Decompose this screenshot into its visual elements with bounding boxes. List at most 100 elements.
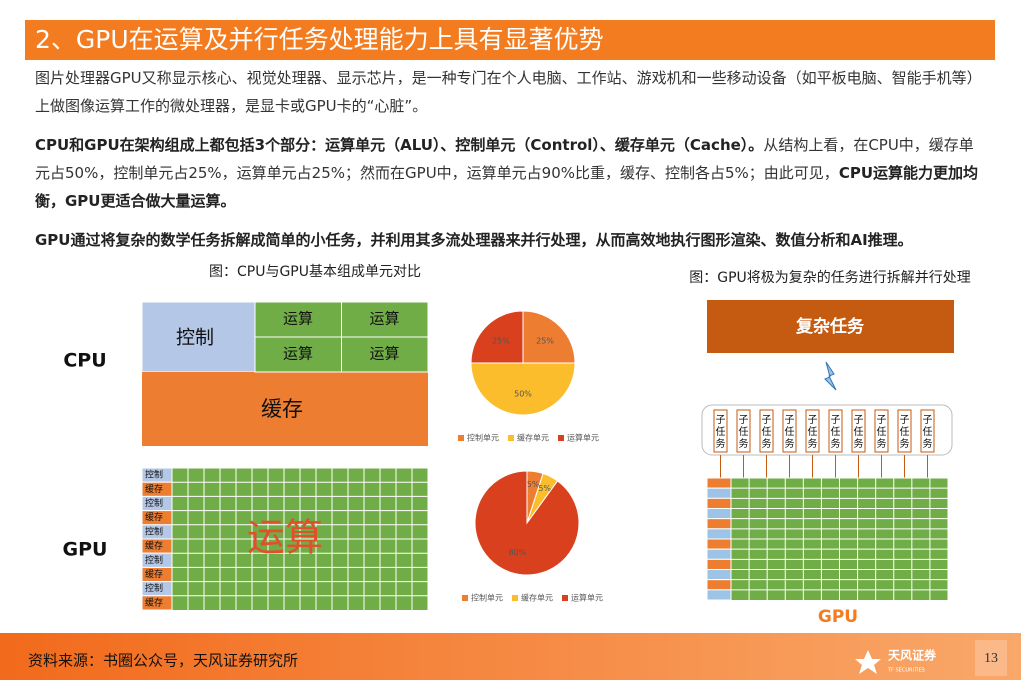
gpu-alu-label: 运算 <box>247 516 323 560</box>
gpu-unit <box>706 569 732 581</box>
gpu-unit-label: 缓存 <box>145 568 163 580</box>
task-box <box>707 300 954 353</box>
cpu-control <box>141 301 256 373</box>
subtask-box <box>759 409 774 453</box>
text-run: 图片处理器GPU又称显示核心、视觉处理器、显示芯片，是一种专门在个人电脑、工作站… <box>35 69 982 115</box>
cpu-alu <box>341 336 429 373</box>
gpu-label: GPU <box>818 607 858 627</box>
gpu-unit-label: 控制 <box>145 497 163 509</box>
pie-label: 80% <box>508 548 526 557</box>
logo-sub: TF SECURITIES <box>887 668 925 674</box>
gpu-unit <box>706 579 732 591</box>
subtask-char: 子 <box>923 414 933 426</box>
title-bar <box>25 20 995 60</box>
subtask-box <box>736 409 751 453</box>
cpu-alu-label: 运算 <box>283 310 313 328</box>
pie-slice <box>470 310 524 364</box>
footer-bar <box>0 633 1021 680</box>
text-run: 从结构上看，在CPU中，缓存单元占50%，控制单元占25%，运算单元占25%；然… <box>35 136 974 182</box>
subtask-char: 务 <box>716 437 726 450</box>
paragraph: 图片处理器GPU又称显示核心、视觉处理器、显示芯片，是一种专门在个人电脑、工作站… <box>35 64 987 120</box>
subtask-char: 任 <box>831 425 841 438</box>
gpu-unit <box>706 487 732 499</box>
subtask-box <box>874 409 889 453</box>
legend-label: 控制单元 <box>467 433 499 443</box>
legend-marker <box>558 435 564 441</box>
caption: 图：GPU将极为复杂的任务进行拆解并行处理 <box>689 269 971 286</box>
subtask-char: 务 <box>923 437 933 450</box>
gpu-unit <box>706 508 732 520</box>
gpu-unit <box>706 497 732 510</box>
legend-marker <box>512 595 518 601</box>
cpu-alu-label: 运算 <box>369 310 399 328</box>
subtask-char: 任 <box>716 425 726 438</box>
subtask-char: 子 <box>739 414 749 426</box>
subtask-char: 务 <box>854 437 864 450</box>
gpu-unit-label: 缓存 <box>145 540 163 552</box>
subtask-char: 任 <box>877 425 887 438</box>
gpu-unit-label: 控制 <box>145 469 163 481</box>
gpu-unit <box>706 528 732 540</box>
cpu-alu <box>254 301 342 338</box>
subtask-char: 任 <box>739 425 749 438</box>
subtask-char: 任 <box>900 425 910 438</box>
cpu-cache <box>142 372 428 446</box>
gpu-unit <box>706 538 732 550</box>
legend-marker <box>508 435 514 441</box>
legend-label: 运算单元 <box>567 433 599 443</box>
page-box <box>975 640 1007 676</box>
gpu-unit <box>706 558 732 570</box>
subtask-char: 子 <box>877 414 887 426</box>
page-number: 13 <box>984 651 998 666</box>
pie-label: 25% <box>492 336 510 345</box>
subtask-char: 子 <box>716 414 726 426</box>
subtask-char: 任 <box>762 425 772 438</box>
subtask-char: 子 <box>785 414 795 426</box>
cpu-alu <box>341 301 429 338</box>
subtask-box <box>897 409 912 453</box>
caption: 图：CPU与GPU基本组成单元对比 <box>209 263 421 280</box>
task: 复杂任务 <box>795 316 865 337</box>
cpu-cache-label: 缓存 <box>261 397 303 421</box>
logo-icon <box>855 650 881 674</box>
pie-slice <box>470 362 576 416</box>
cpu-alu-label: 运算 <box>283 345 313 363</box>
logo: 天风证券 <box>888 648 937 663</box>
subtask-char: 子 <box>831 414 841 426</box>
cpu-control-label: 控制 <box>176 327 214 349</box>
title: 2、GPU在运算及并行任务处理能力上具有显著优势 <box>35 25 604 54</box>
gpu-unit-label: 控制 <box>145 525 163 537</box>
gpu-unit <box>141 595 173 611</box>
legend-marker <box>562 595 568 601</box>
subtask-box <box>828 409 843 453</box>
pie-label: 5% <box>527 480 540 489</box>
subtask-box <box>713 409 728 453</box>
subtask-char: 务 <box>877 437 887 450</box>
pie-slice <box>522 310 576 364</box>
text-run: CPU和GPU在架构组成上都包括3个部分：运算单元（ALU）、控制单元（Cont… <box>35 136 764 154</box>
legend-label: 控制单元 <box>471 593 503 603</box>
paragraph: GPU通过将复杂的数学任务拆解成简单的小任务，并利用其多流处理器来并行处理，从而… <box>35 226 987 254</box>
subtask-box <box>782 409 797 453</box>
subtask-char: 任 <box>785 425 795 438</box>
legend-label: 缓存单元 <box>517 433 549 443</box>
subtask-char: 务 <box>808 437 818 450</box>
subtask-char: 子 <box>854 414 864 426</box>
lightning <box>824 361 837 391</box>
subtask-box <box>805 409 820 453</box>
legend-marker <box>462 595 468 601</box>
gpu-unit <box>706 548 732 560</box>
gpu-unit <box>706 477 732 489</box>
subtask-char: 子 <box>762 414 772 426</box>
cpu-label: CPU <box>63 350 106 372</box>
gpu-unit-label: 控制 <box>145 582 163 594</box>
pie-label: 50% <box>514 390 532 399</box>
text-run: CPU运算能力更加均衡，GPU更适合做大量运算。 <box>35 164 978 210</box>
legend-marker <box>458 435 464 441</box>
subtask-char: 务 <box>785 437 795 450</box>
subtask-char: 任 <box>808 425 818 438</box>
gpu-unit-label: 缓存 <box>145 596 163 608</box>
subtask-box <box>920 409 935 453</box>
gpu-unit-label: 控制 <box>145 554 163 566</box>
